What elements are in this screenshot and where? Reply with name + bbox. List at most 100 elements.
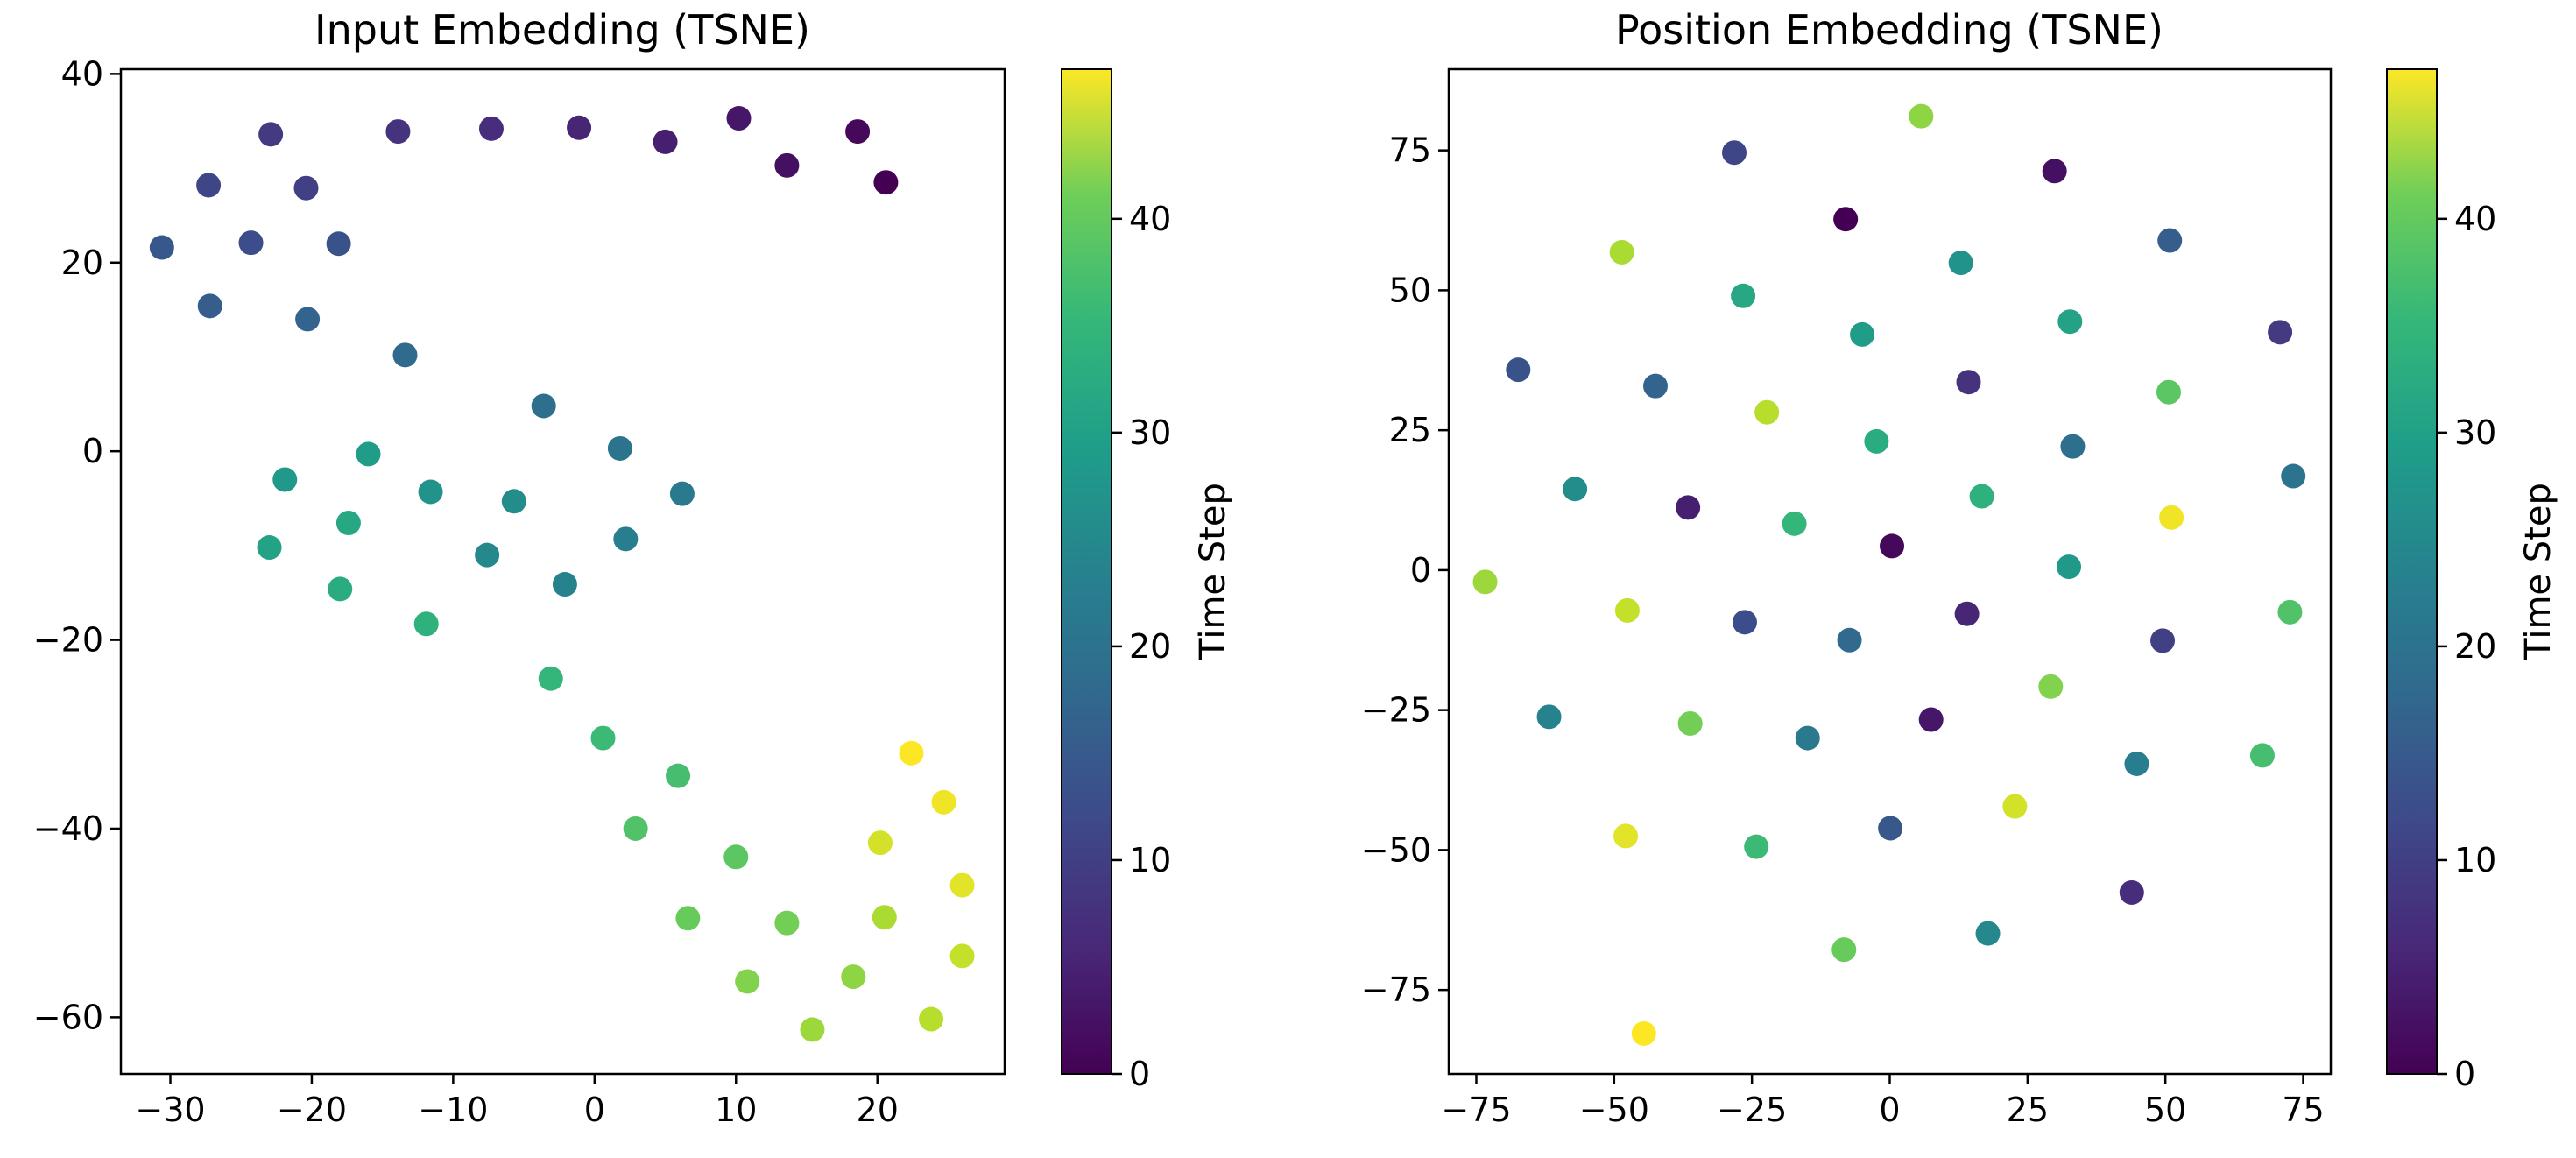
scatter-point xyxy=(418,479,443,505)
scatter-point xyxy=(1878,816,1903,841)
y-tick-label: −25 xyxy=(1361,691,1431,730)
scatter-point xyxy=(1954,601,1980,626)
chart-title: Input Embedding (TSNE) xyxy=(314,6,810,53)
colorbar-ticks: 0 10 20 30 40 xyxy=(2437,200,2496,1093)
x-tick-label: −50 xyxy=(1579,1091,1649,1129)
scatter-point xyxy=(2119,879,2144,905)
colorbar-tick-label: 10 xyxy=(2454,841,2496,879)
scatter-point xyxy=(392,342,418,368)
x-tick-label: −30 xyxy=(135,1091,205,1129)
x-tick-label: 0 xyxy=(1879,1091,1900,1129)
scatter-point xyxy=(2249,743,2275,768)
scatter-point xyxy=(949,943,975,969)
panel-position-embedding: Position Embedding (TSNE) −75 −50 −25 0 25 50… xyxy=(1361,6,2558,1129)
y-axis: −75 −50 −25 0 25 50 75 xyxy=(1361,131,1449,1009)
scatter-point xyxy=(1850,321,1875,347)
scatter-point xyxy=(845,119,871,145)
scatter-point xyxy=(919,1006,944,1032)
x-tick-label: 50 xyxy=(2144,1091,2186,1129)
x-tick-label: 0 xyxy=(584,1091,605,1129)
x-tick-label: 10 xyxy=(715,1091,757,1129)
scatter-point xyxy=(2002,794,2028,819)
scatter-point xyxy=(1677,710,1703,736)
scatter-point xyxy=(1754,399,1780,425)
scatter-point xyxy=(2042,159,2067,184)
y-tick-label: −60 xyxy=(33,998,103,1036)
colorbar-tick-label: 20 xyxy=(2454,627,2496,666)
scatter-point xyxy=(478,116,504,141)
chart-title: Position Embedding (TSNE) xyxy=(1615,6,2163,53)
scatter-points xyxy=(149,106,975,1042)
x-tick-label: 75 xyxy=(2282,1091,2324,1129)
scatter-point xyxy=(1609,239,1634,265)
colorbar-tick-label: 10 xyxy=(1129,841,1171,879)
y-tick-label: 50 xyxy=(1389,271,1431,309)
scatter-point xyxy=(653,129,678,154)
scatter-point xyxy=(872,905,897,930)
scatter-point xyxy=(356,441,381,467)
scatter-points xyxy=(1472,103,2306,1046)
scatter-point xyxy=(1909,103,1934,129)
scatter-point xyxy=(590,725,616,751)
scatter-point xyxy=(335,511,361,536)
scatter-point xyxy=(293,175,319,201)
scatter-point xyxy=(2038,674,2064,699)
scatter-point xyxy=(2156,379,2181,405)
scatter-point xyxy=(552,572,577,597)
scatter-point xyxy=(1536,704,1562,730)
x-tick-label: −10 xyxy=(418,1091,488,1129)
scatter-point xyxy=(931,789,956,815)
scatter-point xyxy=(841,964,866,990)
x-tick-label: −25 xyxy=(1717,1091,1787,1129)
y-tick-label: −50 xyxy=(1361,830,1431,869)
scatter-point xyxy=(873,170,899,195)
scatter-point xyxy=(1880,533,1905,559)
x-tick-label: 20 xyxy=(857,1091,899,1129)
scatter-point xyxy=(1676,495,1701,520)
scatter-point xyxy=(2268,320,2293,345)
colorbar-tick-label: 20 xyxy=(1129,627,1171,666)
scatter-point xyxy=(257,535,282,561)
scatter-point xyxy=(295,307,321,332)
y-tick-label: −20 xyxy=(33,621,103,660)
plot-frame xyxy=(119,67,1006,1076)
scatter-point xyxy=(675,906,701,931)
scatter-point xyxy=(1613,823,1639,849)
scatter-point xyxy=(1837,627,1862,653)
scatter-point xyxy=(1956,370,1981,395)
panel-input-embedding: Input Embedding (TSNE) −60 −40 −20 0 20 40 −3… xyxy=(33,6,1233,1129)
plot-frame xyxy=(1447,67,2333,1076)
scatter-point xyxy=(1831,937,1857,963)
scatter-point xyxy=(1506,357,1531,383)
scatter-point xyxy=(1969,484,1994,509)
scatter-point xyxy=(607,435,632,461)
scatter-point xyxy=(1472,569,1498,595)
scatter-point xyxy=(149,235,174,260)
scatter-point xyxy=(272,467,298,492)
colorbar: 0 10 20 30 40 Time Step xyxy=(1061,68,1233,1093)
scatter-point xyxy=(2157,228,2183,253)
scatter-point xyxy=(1795,725,1820,751)
scatter-point xyxy=(1782,511,1807,536)
scatter-point xyxy=(1643,373,1669,399)
scatter-point xyxy=(413,611,439,637)
scatter-point xyxy=(726,106,752,131)
scatter-point xyxy=(1614,597,1640,623)
x-axis: −30 −20 −10 0 10 20 xyxy=(135,1074,899,1129)
scatter-point xyxy=(258,122,284,147)
scatter-point xyxy=(501,489,526,514)
scatter-point xyxy=(623,816,648,841)
scatter-point xyxy=(1732,610,1757,635)
scatter-point xyxy=(949,872,975,898)
y-tick-label: 40 xyxy=(61,54,103,93)
colorbar-gradient xyxy=(2386,68,2438,1075)
scatter-point xyxy=(2281,463,2306,489)
scatter-point xyxy=(2057,554,2082,580)
scatter-point xyxy=(774,910,800,936)
colorbar-tick-label: 30 xyxy=(1129,413,1171,452)
colorbar-label: Time Step xyxy=(1193,483,1233,660)
scatter-point xyxy=(1563,477,1588,502)
colorbar-tick-label: 40 xyxy=(2454,200,2496,238)
scatter-point xyxy=(1864,428,1889,454)
